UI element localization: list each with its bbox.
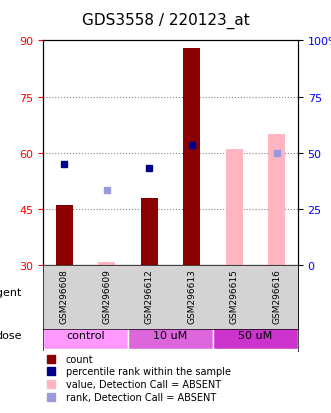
FancyBboxPatch shape [43, 321, 128, 349]
Text: agent: agent [0, 287, 22, 297]
Text: value, Detection Call = ABSENT: value, Detection Call = ABSENT [66, 379, 221, 389]
Text: GSM296613: GSM296613 [187, 269, 196, 324]
Text: count: count [66, 354, 94, 364]
Text: GSM296608: GSM296608 [60, 269, 69, 324]
Text: GSM296612: GSM296612 [145, 269, 154, 323]
Bar [56, 206, 73, 266]
FancyBboxPatch shape [128, 268, 298, 317]
Text: GDS3558 / 220123_at: GDS3558 / 220123_at [82, 13, 249, 29]
Text: GSM296609: GSM296609 [102, 269, 111, 324]
FancyBboxPatch shape [213, 321, 298, 349]
Text: percentile rank within the sample: percentile rank within the sample [66, 366, 231, 376]
FancyBboxPatch shape [43, 268, 128, 317]
Text: dose: dose [0, 330, 22, 340]
Bar [183, 49, 200, 266]
Bar [226, 150, 243, 266]
Text: 50 uM: 50 uM [238, 330, 272, 340]
Text: control: control [66, 330, 105, 340]
Text: deferasirox: deferasirox [182, 287, 244, 297]
Text: untreated: untreated [58, 287, 113, 297]
Bar [268, 135, 285, 266]
Bar [141, 198, 158, 266]
Text: rank, Detection Call = ABSENT: rank, Detection Call = ABSENT [66, 392, 216, 402]
FancyBboxPatch shape [128, 321, 213, 349]
Text: GSM296615: GSM296615 [230, 269, 239, 324]
Bar [98, 262, 115, 266]
Text: GSM296616: GSM296616 [272, 269, 281, 324]
Text: 10 uM: 10 uM [153, 330, 188, 340]
